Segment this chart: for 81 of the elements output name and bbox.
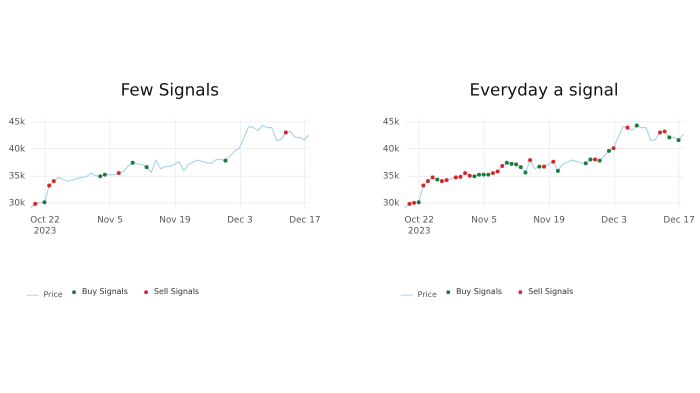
point — [537, 164, 542, 169]
point — [551, 160, 556, 164]
point — [612, 146, 616, 150]
y-tick-label: 40k — [8, 144, 26, 155]
point — [52, 179, 56, 184]
point — [444, 178, 449, 182]
point — [588, 158, 592, 162]
point — [430, 175, 435, 180]
chart-title: Few Signals — [120, 79, 219, 100]
legend-label: Price — [418, 290, 437, 300]
point — [490, 171, 495, 176]
point — [224, 158, 228, 163]
point — [514, 162, 518, 166]
point — [667, 135, 672, 140]
legend-label: Sell Signals — [528, 287, 574, 296]
point — [676, 138, 681, 142]
point — [47, 184, 52, 188]
point — [662, 129, 667, 134]
x-tick-label: Dec 17 — [663, 216, 695, 226]
point — [144, 165, 149, 170]
x-tick-label: Nov 5 — [97, 216, 123, 226]
point — [472, 174, 476, 178]
point — [435, 178, 440, 182]
point — [130, 160, 135, 165]
point — [116, 171, 121, 176]
y-tick-label: 30k — [8, 198, 26, 209]
point — [626, 126, 630, 130]
point — [500, 164, 504, 168]
point — [463, 171, 468, 176]
point — [284, 130, 288, 134]
point — [42, 200, 46, 204]
point — [658, 130, 662, 134]
x-tick-label: Oct 22 2023 — [404, 216, 434, 236]
point — [598, 158, 602, 163]
point — [477, 172, 482, 177]
y-tick-label: 35k — [8, 172, 26, 182]
x-tick-label: Oct 22 2023 — [30, 216, 60, 236]
point — [542, 164, 546, 169]
point — [458, 174, 462, 179]
point — [440, 179, 444, 184]
legend-label: Buy Signals — [456, 287, 502, 296]
x-tick-label: Dec 3 — [601, 216, 627, 226]
y-tick-label: 45k — [382, 118, 400, 128]
y-tick-label: 30k — [382, 198, 400, 209]
x-tick-label: Nov 19 — [533, 216, 566, 226]
point — [528, 158, 532, 162]
point — [416, 200, 421, 204]
y-tick-label: 45k — [8, 118, 26, 128]
point — [482, 172, 486, 177]
x-tick-label: Dec 17 — [289, 216, 321, 226]
point — [486, 172, 490, 177]
point — [407, 202, 412, 206]
point — [426, 179, 430, 184]
y-tick-label: 35k — [382, 172, 400, 182]
point — [606, 148, 611, 153]
point — [584, 161, 588, 166]
x-tick-label: Dec 3 — [227, 216, 253, 226]
point — [496, 169, 500, 174]
point — [98, 174, 102, 178]
x-tick-label: Nov 19 — [159, 216, 192, 226]
y-tick-label: 40k — [382, 144, 400, 155]
chart-title: Everyday a signal — [470, 79, 619, 100]
legend-label: Price — [43, 290, 63, 300]
point — [33, 202, 38, 206]
legend-label: Buy Signals — [82, 287, 128, 296]
point — [634, 124, 639, 128]
point — [556, 168, 560, 173]
point — [593, 158, 598, 162]
point — [102, 172, 107, 177]
point — [421, 184, 426, 188]
point — [504, 160, 509, 165]
point — [518, 165, 523, 170]
point — [468, 174, 472, 178]
point — [523, 170, 528, 174]
point — [454, 175, 458, 180]
legend-label: Sell Signals — [154, 287, 200, 296]
line-series — [404, 124, 684, 208]
line-series — [30, 124, 310, 208]
point — [412, 200, 416, 205]
point — [510, 162, 514, 166]
x-tick-label: Nov 5 — [471, 216, 498, 226]
